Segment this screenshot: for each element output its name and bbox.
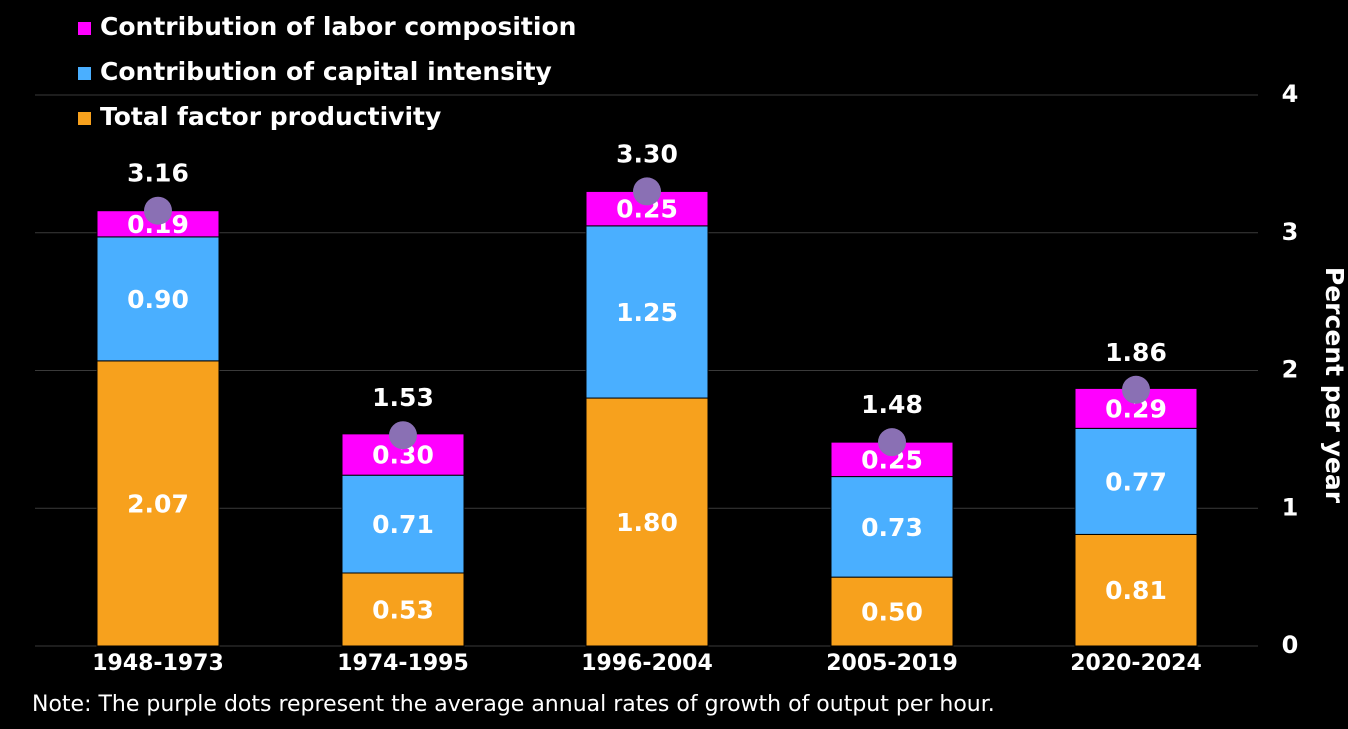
value-label: 0.81 [1105,576,1167,605]
bar-segment [830,476,954,578]
value-label: 1.25 [616,298,678,327]
value-label: 0.53 [372,595,434,624]
total-dot [389,421,417,450]
value-label: 0.71 [372,510,434,539]
legend-swatch [78,67,91,80]
bar-segment [830,576,954,647]
y-tick-label: 4 [1282,80,1299,108]
total-dot [1122,375,1150,404]
total-dot [633,177,661,206]
bar-segment [1074,427,1198,535]
x-tick-label: 2020-2024 [1070,651,1202,676]
value-label: 2.07 [127,489,189,518]
legend-label: Contribution of labor composition [100,12,576,41]
value-label: 0.77 [1105,467,1167,496]
total-dot [144,196,172,225]
legend-label: Total factor productivity [100,102,441,131]
y-tick-label: 0 [1282,631,1299,659]
x-tick-label: 1948-1973 [92,651,224,676]
x-tick-label: 1996-2004 [581,651,713,676]
total-label: 1.86 [1105,338,1167,367]
legend-swatch [78,22,91,35]
y-tick-label: 1 [1282,493,1299,521]
total-dot [878,428,906,457]
total-label: 1.48 [861,390,923,419]
total-label: 3.30 [616,139,678,168]
value-label: 0.73 [861,513,923,542]
bar-segment [96,360,220,647]
y-tick-label: 2 [1282,356,1299,384]
y-axis-title: Percent per year [1320,267,1348,504]
bar-segment [585,397,709,647]
total-label: 3.16 [127,159,189,188]
value-label: 0.90 [127,285,189,314]
value-label: 1.80 [616,508,678,537]
value-label: 0.50 [861,598,923,627]
legend-swatch [78,112,91,125]
y-tick-label: 3 [1282,218,1299,246]
total-label: 1.53 [372,383,434,412]
bar-segment [1074,533,1198,647]
note: Note: The purple dots represent the aver… [32,692,995,717]
x-tick-label: 2005-2019 [826,651,958,676]
bar-segment [585,225,709,399]
bar-segment [96,236,220,362]
bar-segment [341,572,465,647]
legend-label: Contribution of capital intensity [100,57,552,86]
x-tick-label: 1974-1995 [337,651,469,676]
bar-segment [341,474,465,574]
